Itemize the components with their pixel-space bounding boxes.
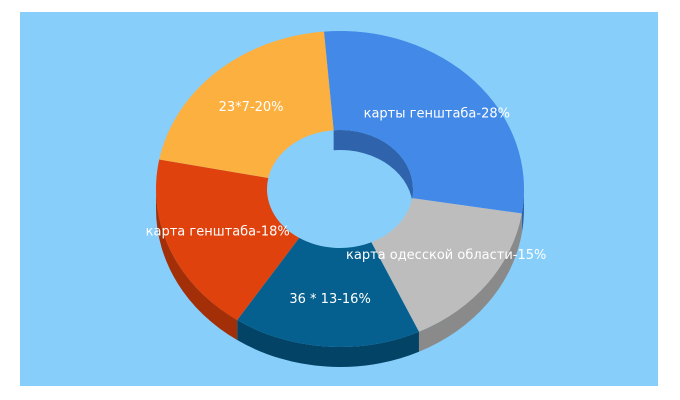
- slice-label-3: карта генштаба-18%: [146, 225, 290, 240]
- slice-label-2: 36 * 13-16%: [289, 292, 370, 307]
- donut-slice-1: [371, 198, 522, 332]
- donut-sides: [155, 189, 524, 368]
- slice-label-1: карта одесской области-15%: [346, 248, 546, 263]
- donut-slice-3: [155, 159, 300, 321]
- donut-side-0: [521, 189, 524, 234]
- donut-side-2: [237, 320, 419, 368]
- slice-label-4: 23*7-20%: [219, 100, 284, 115]
- donut-slice-2: [237, 237, 419, 348]
- donut-inner-wall-0: [333, 129, 413, 209]
- donut-side-3: [155, 189, 238, 341]
- donut-labels: карты генштаба-28% карта одесской области…: [146, 100, 547, 307]
- donut-inner-wall: [333, 129, 413, 209]
- donut-slice-0: [323, 30, 525, 214]
- slice-label-0: карты генштаба-28%: [364, 107, 510, 122]
- donut-slice-4: [159, 31, 334, 178]
- donut-tops: [155, 30, 525, 348]
- donut-side-1: [418, 213, 522, 352]
